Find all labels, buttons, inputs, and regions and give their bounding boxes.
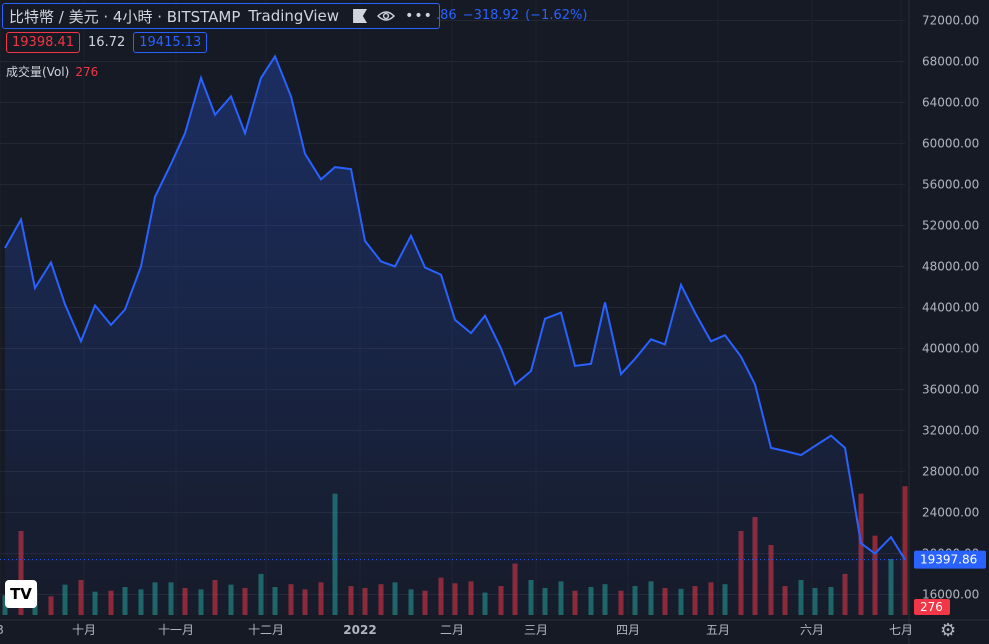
time-tick-label: 十月 [72,623,96,637]
time-tick-label: 3 [0,623,4,637]
symbol-legend[interactable]: 比特幣 / 美元 · 4小時 · BITSTAMP TradingView ••… [2,3,440,29]
time-tick-label: 五月 [706,623,730,637]
gear-icon[interactable]: ⚙ [940,620,957,641]
volume-value: 276 [75,65,99,79]
price-tick-label: 16000.00 [922,588,979,602]
bid-price[interactable]: 19398.41 [6,32,81,53]
time-tick-label: 2022 [343,623,376,637]
volume-bar [902,486,908,615]
volume-tag-value: 276 [920,600,943,614]
price-tick-label: 48000.00 [922,260,979,274]
price-tags: 19397.86 276 [914,550,986,615]
time-tick-label: 十二月 [248,623,284,637]
volume-legend[interactable]: 成交量(Vol) 276 [6,63,98,80]
price-area [5,56,905,615]
symbol-title: 比特幣 / 美元 · 4小時 · BITSTAMP [9,7,241,26]
price-tick-label: 56000.00 [922,178,979,192]
tradingview-logo-icon[interactable]: TV [5,580,37,608]
price-tick-label: 44000.00 [922,301,979,315]
price-tick-label: 60000.00 [922,137,979,151]
price-line [4,54,906,561]
price-tick-label: 52000.00 [922,219,979,233]
time-tick-label: 三月 [524,623,548,637]
time-tick-label: 六月 [800,623,824,637]
time-tick-label: 四月 [616,623,640,637]
volume-tag [914,599,950,615]
price-tick-label: 32000.00 [922,424,979,438]
price-tick-label: 28000.00 [922,465,979,479]
price-tick-label: 64000.00 [922,96,979,110]
price-tick-label: 24000.00 [922,506,979,520]
quote-row: 19398.41 16.72 19415.13 [6,32,208,53]
time-tick-label: 十一月 [158,623,194,637]
price-change: .86 −318.92 (−1.62%) [436,8,588,23]
time-axis: 3 十月 十一月 十二月 2022 二月 三月 四月 五月 六月 七月 [0,623,913,637]
eye-icon[interactable] [375,7,397,25]
price-tick-label: 68000.00 [922,55,979,69]
time-tick-label: 二月 [440,623,464,637]
ask-price[interactable]: 19415.13 [133,32,208,53]
spread-value: 16.72 [88,35,126,50]
volume-label: 成交量(Vol) [6,65,70,79]
source-label: TradingView [248,7,340,25]
price-tick-label: 40000.00 [922,342,979,356]
more-icon[interactable]: ••• [405,8,433,24]
price-tick-label: 36000.00 [922,383,979,397]
price-tick-label: 72000.00 [922,14,979,28]
time-tick-label: 七月 [889,623,913,637]
last-price-value: 19397.86 [920,553,977,567]
flag-icon[interactable] [353,9,368,23]
last-price-tag [914,550,986,569]
